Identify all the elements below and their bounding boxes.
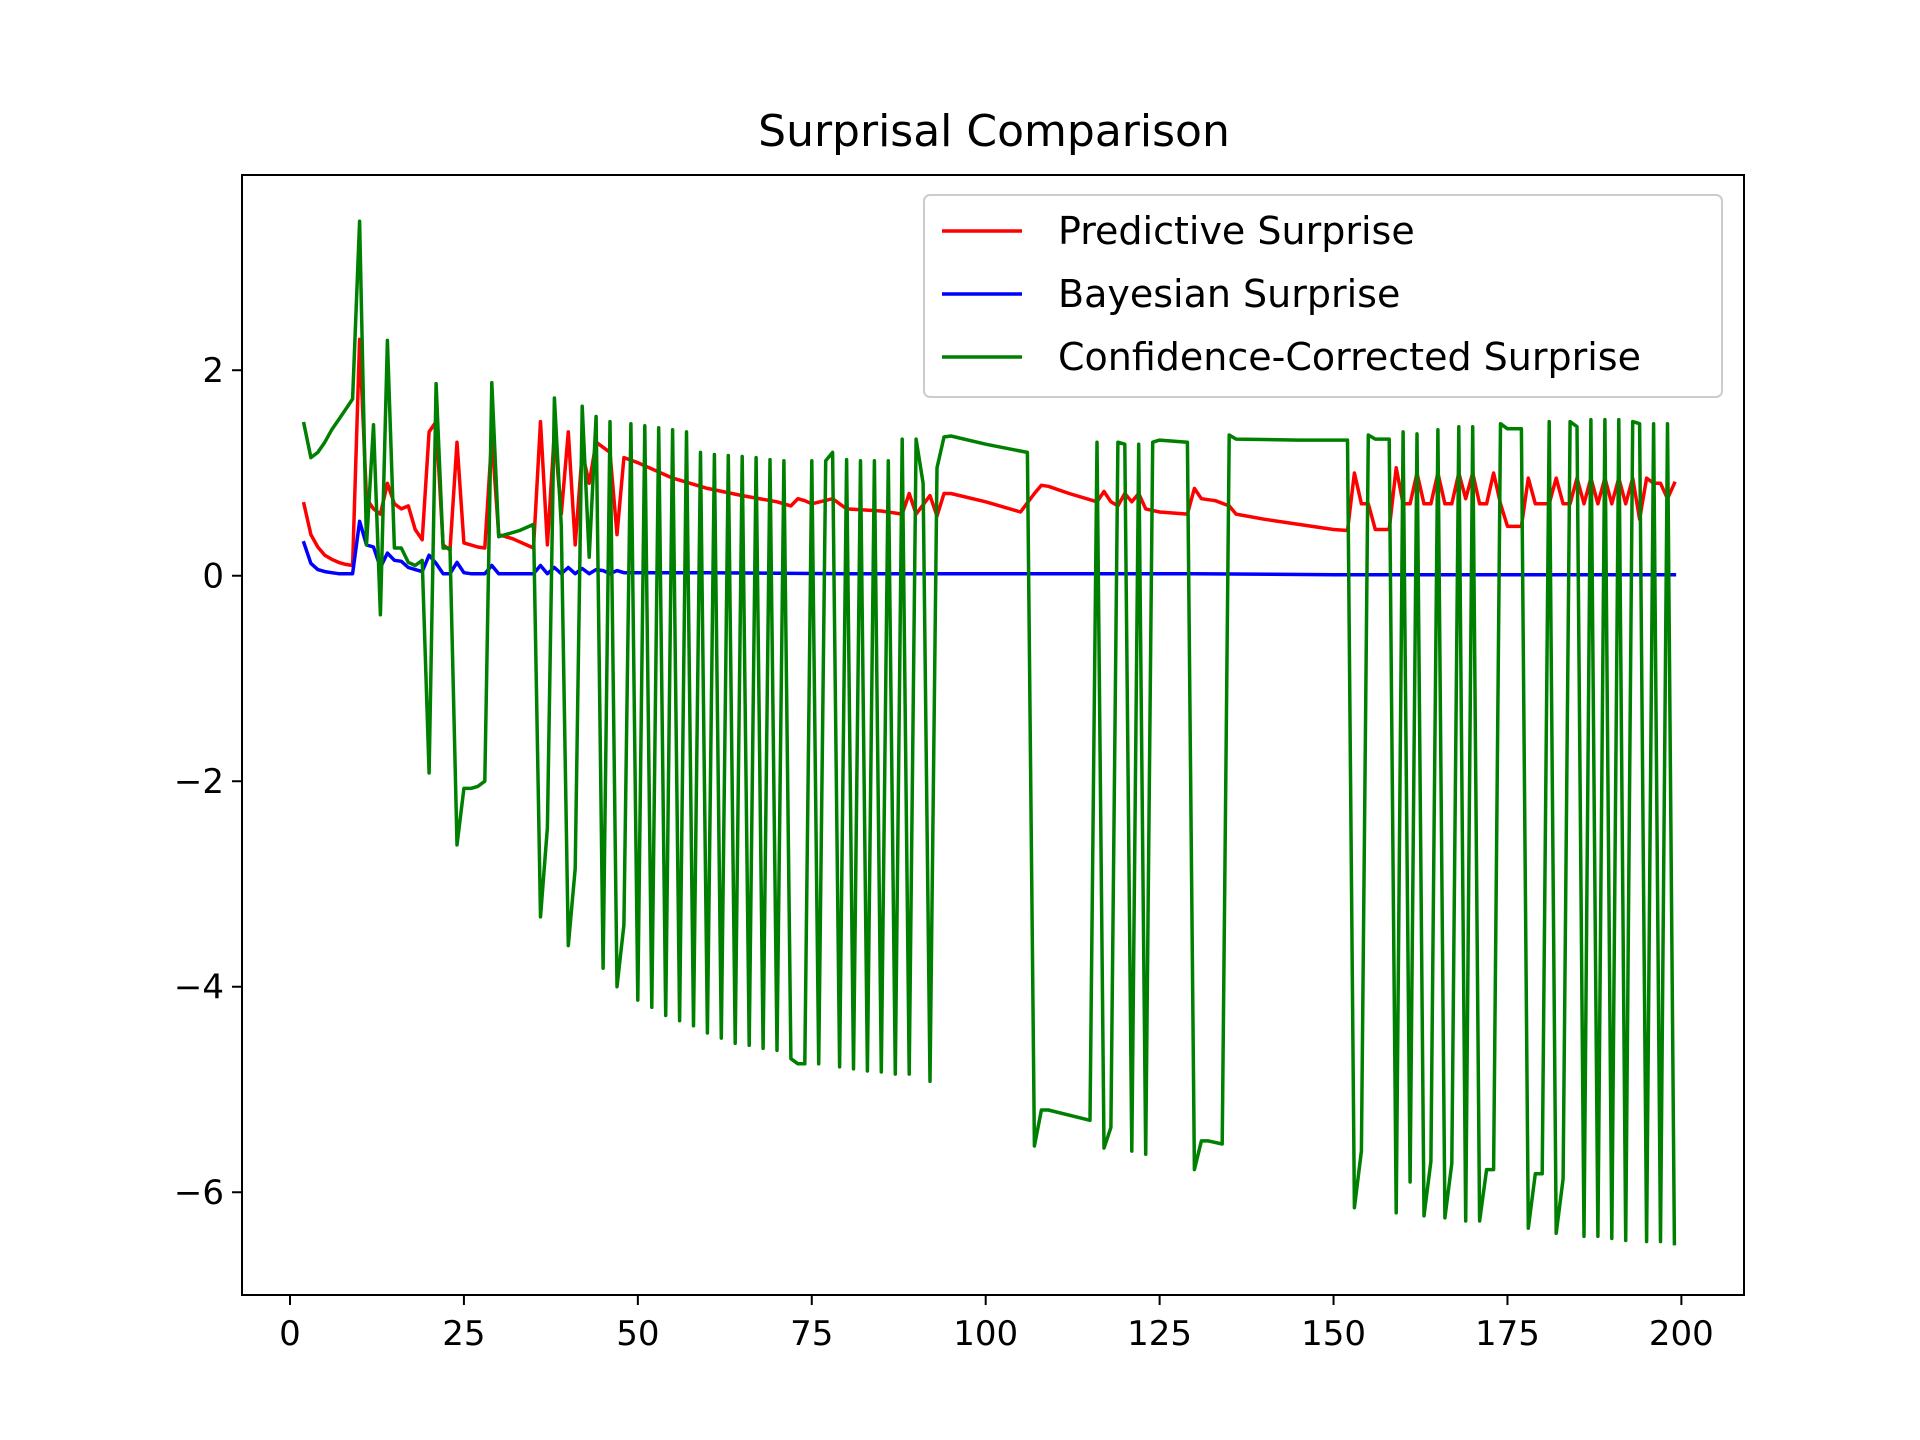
x-tick-label: 25 xyxy=(442,1314,485,1354)
y-tick-label: −4 xyxy=(174,968,224,1008)
legend: Predictive Surprise Bayesian Surprise Conf… xyxy=(923,194,1723,398)
x-tick-label: 150 xyxy=(1301,1314,1366,1354)
x-tick-label: 175 xyxy=(1475,1314,1540,1354)
series-layer xyxy=(301,219,1677,1246)
legend-label-1: Bayesian Surprise xyxy=(1058,272,1400,316)
y-axis: 2 0 −2 −4 −6 xyxy=(174,351,242,1213)
chart-title: Surprisal Comparison xyxy=(758,106,1230,157)
x-tick-label: 50 xyxy=(616,1314,659,1354)
series-line-0 xyxy=(301,337,1677,568)
x-tick-label: 100 xyxy=(953,1314,1018,1354)
y-tick-label: 0 xyxy=(202,557,224,597)
y-tick-label: 2 xyxy=(202,351,224,391)
series-line-1 xyxy=(301,519,1677,577)
x-tick-label: 200 xyxy=(1649,1314,1714,1354)
series-line-2 xyxy=(301,219,1677,1246)
legend-label-0: Predictive Surprise xyxy=(1058,209,1415,253)
x-tick-label: 75 xyxy=(790,1314,833,1354)
plot-frame xyxy=(241,174,1745,1296)
y-tick-label: −2 xyxy=(174,762,224,802)
y-tick-label: −6 xyxy=(174,1173,224,1213)
legend-box xyxy=(923,194,1723,398)
legend-label-2: Confidence-Corrected Surprise xyxy=(1058,335,1641,379)
x-tick-label: 125 xyxy=(1127,1314,1192,1354)
x-axis: 0 25 50 75 100 125 150 175 200 xyxy=(279,1295,1714,1354)
x-tick-label: 0 xyxy=(279,1314,301,1354)
